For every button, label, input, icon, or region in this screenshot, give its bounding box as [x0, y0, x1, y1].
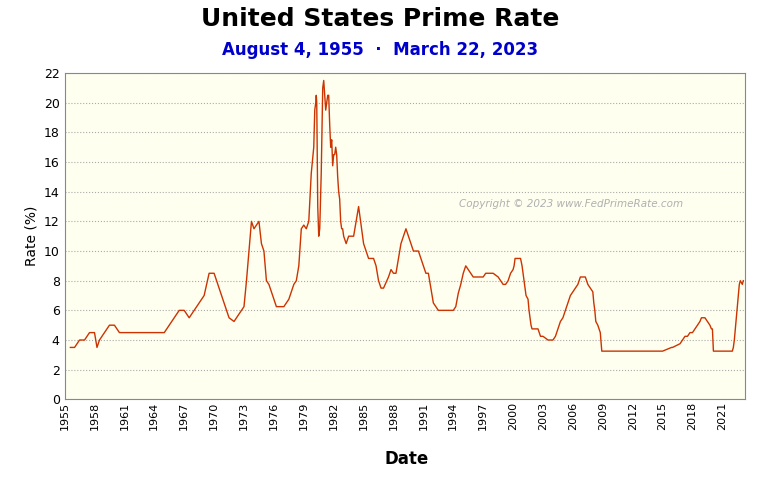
Text: United States Prime Rate: United States Prime Rate: [201, 7, 559, 31]
Y-axis label: Rate (%): Rate (%): [24, 206, 38, 266]
Text: August 4, 1955  ·  March 22, 2023: August 4, 1955 · March 22, 2023: [222, 41, 538, 59]
Text: Copyright © 2023 www.FedPrimeRate.com: Copyright © 2023 www.FedPrimeRate.com: [459, 199, 683, 208]
Text: Date: Date: [385, 450, 429, 468]
